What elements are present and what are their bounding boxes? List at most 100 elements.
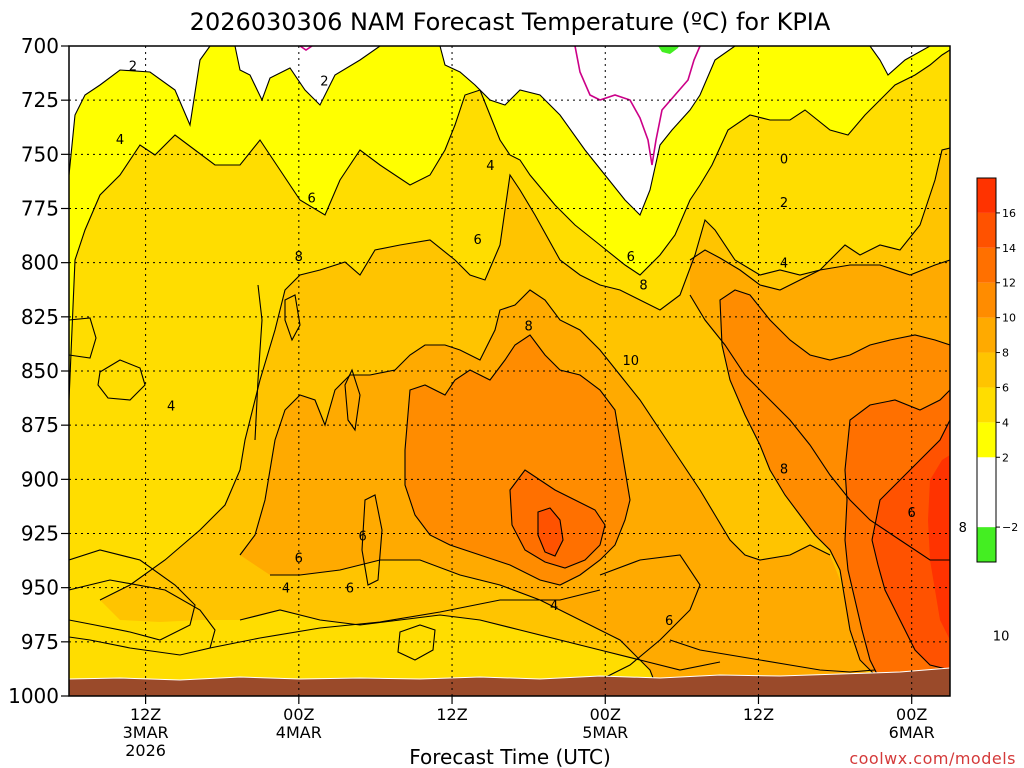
band-16-18 [928, 455, 950, 640]
credit-text: coolwx.com/models [849, 749, 1016, 768]
contour-10-bottom [669, 639, 876, 673]
contour-4-lower-b [599, 554, 701, 681]
contour-lines [69, 46, 950, 696]
x-tick-label: 12Z [436, 705, 467, 724]
contour-label: 2 [780, 196, 788, 211]
colorbar-segment [977, 317, 996, 353]
y-axis: 700 725 750 775 800 825 850 875 900 925 950 975 1000 [8, 34, 69, 708]
contour-label: 6 [359, 530, 367, 545]
colorbar-label: 6 [1002, 381, 1009, 394]
colorbar-segment [977, 492, 996, 528]
contour-label: 6 [473, 233, 481, 248]
contour-label: 10 [993, 629, 1010, 644]
contour-8-right [689, 249, 950, 291]
contour-8-lower [270, 559, 661, 696]
colorbar-label: 4 [1002, 416, 1009, 429]
colorbar-segment [977, 457, 996, 493]
y-tick-label: 725 [21, 88, 59, 112]
contour-label: 6 [627, 250, 635, 265]
contour-label: 0 [780, 153, 788, 168]
x-axis-title: Forecast Time (UTC) [409, 745, 611, 768]
cold-patch [658, 46, 679, 54]
y-tick-label: 825 [21, 305, 59, 329]
colorbar-label: 10 [1002, 312, 1016, 325]
contour-12-mid [509, 469, 606, 569]
contour-2-pocket-b [69, 317, 97, 359]
contour-label: 6 [908, 506, 916, 521]
x-tick-label: 6MAR [889, 723, 935, 742]
y-tick-label: 900 [21, 467, 59, 491]
contour-4-lower-c [209, 589, 601, 649]
contour-label: 6 [307, 192, 315, 207]
y-tick-label: 750 [21, 142, 59, 166]
chart-title: 2026030306 NAM Forecast Temperature (ºC)… [190, 8, 831, 36]
contour-10-right [719, 289, 950, 361]
contour-label: 2 [129, 60, 137, 75]
x-tick-label: 00Z [896, 705, 927, 724]
contour-label: 4 [167, 400, 175, 415]
contour-12-right [844, 389, 950, 471]
y-tick-label: 950 [21, 576, 59, 600]
terrain-edge [68, 667, 951, 681]
colorbar-segment [977, 178, 996, 213]
contour-label: 10 [623, 354, 640, 369]
colorbar-segment [977, 212, 996, 248]
contour-label: 4 [780, 257, 788, 272]
x-tick-label: 2026 [125, 741, 166, 760]
y-tick-label: 700 [21, 34, 59, 58]
below-freezing-pocket [575, 46, 700, 165]
contour-14-mid [537, 507, 564, 557]
contour-2-pocket-d [397, 624, 436, 661]
x-tick-label: 00Z [590, 705, 621, 724]
contour-vertical-c [361, 494, 383, 586]
x-axis: 12Z3MAR202600Z4MAR12Z00Z5MAR12Z00Z6MAR12… [123, 696, 935, 760]
contour-12-right-lower [844, 469, 881, 681]
contour-vertical-a [254, 284, 263, 441]
x-tick-label: 12Z [130, 705, 161, 724]
y-tick-label: 800 [21, 251, 59, 275]
contour-2-pocket-a [69, 549, 196, 641]
y-tick-label: 850 [21, 359, 59, 383]
x-tick-label: 12Z [743, 705, 774, 724]
contour-label: 4 [550, 599, 558, 614]
contour-8 [239, 289, 831, 561]
colorbar-label: 14 [1002, 242, 1016, 255]
colorbar-label: −2 [1002, 521, 1018, 534]
band-10-12 [405, 290, 950, 680]
colorbar-segment [977, 422, 996, 458]
colorbar-segment [977, 527, 996, 562]
x-tick-label: 00Z [283, 705, 314, 724]
contour-10-right-lower [721, 344, 881, 681]
contour-label: 8 [525, 320, 533, 335]
x-tick-label: 4MAR [276, 723, 322, 742]
colorbar-label: 12 [1002, 277, 1016, 290]
contour-4-lower-a [69, 579, 216, 656]
contour-label: 4 [282, 582, 290, 597]
contour-label: 6 [346, 582, 354, 597]
contour-2 [69, 46, 931, 216]
y-tick-label: 925 [21, 522, 59, 546]
contour-label: 8 [639, 278, 647, 293]
contour-label: 8 [959, 521, 967, 536]
contour-14-right [871, 419, 950, 541]
y-tick-label: 875 [21, 413, 59, 437]
colorbar-label: 2 [1002, 451, 1009, 464]
terrain [69, 668, 950, 696]
x-tick-label: 3MAR [123, 723, 169, 742]
y-tick-label: 975 [21, 630, 59, 654]
contour-label: 4 [116, 133, 124, 148]
y-tick-label: 775 [21, 197, 59, 221]
contour-14-right-lower [871, 539, 950, 671]
colorbar-label: 8 [1002, 347, 1009, 360]
freezing-line-left [299, 46, 313, 51]
colorbar-label: 16 [1002, 207, 1016, 220]
y-tick-label: 1000 [8, 684, 59, 708]
contour-label: 2 [320, 75, 328, 90]
colorbar-segment [977, 387, 996, 423]
contour-label: 6 [295, 551, 303, 566]
contour-8-inner [689, 294, 950, 561]
gridlines [69, 46, 950, 696]
colorbar-segment [977, 352, 996, 388]
colorbar: −2 2 4 6 8 10 12 14 16 [976, 177, 1018, 563]
